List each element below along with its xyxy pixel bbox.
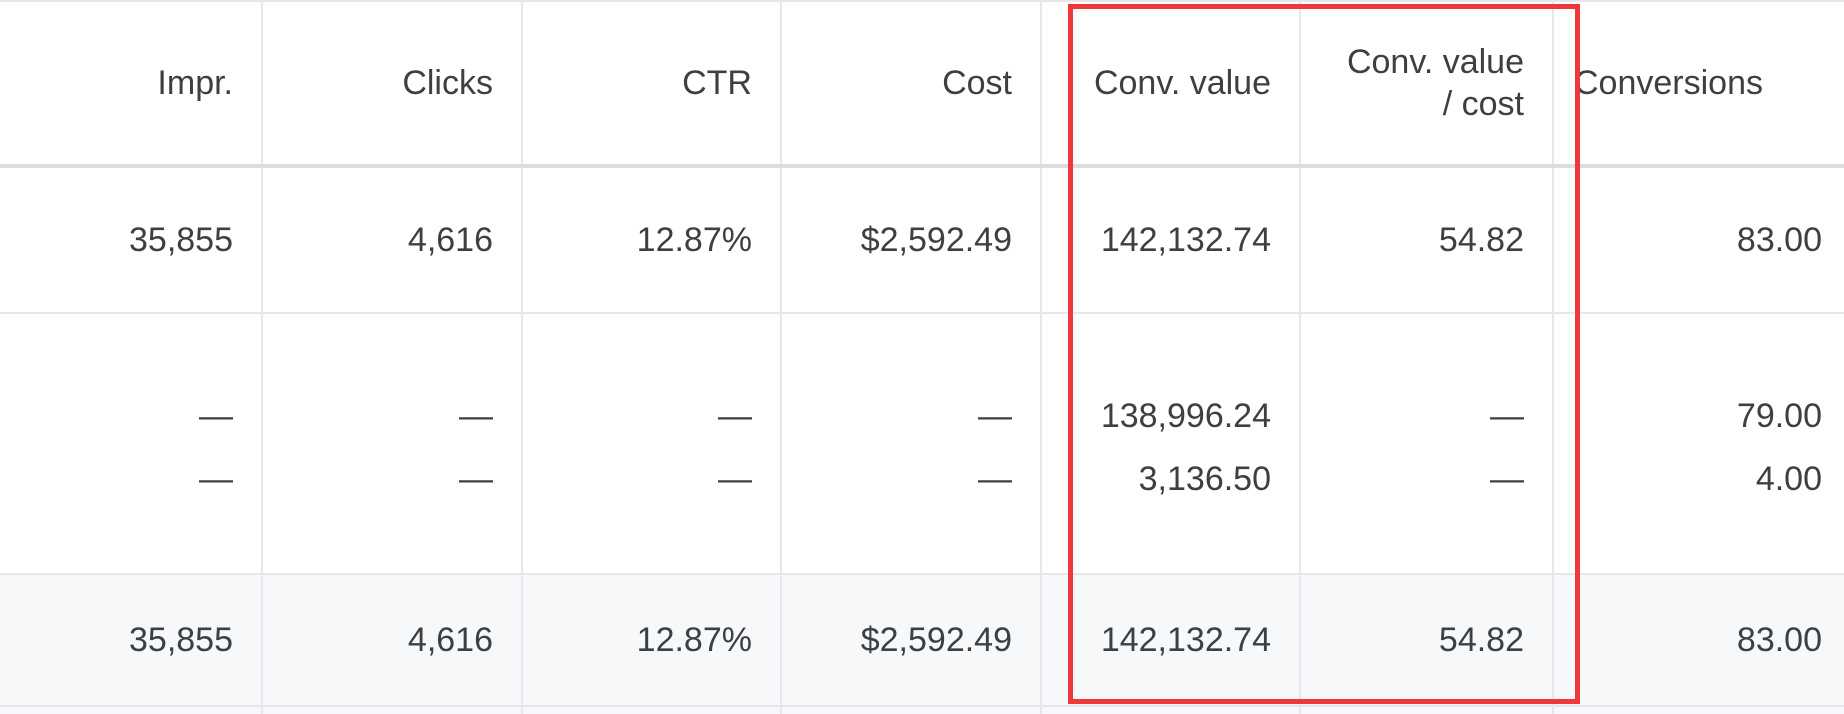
cell-conv-value-per-cost: 54.82 [1300,166,1554,314]
table-row: — — — — 3,136.50 — 4.00 [0,444,1844,575]
cell-ctr: 12.87% [522,574,782,707]
cell-conversions: 83.00 [1553,574,1844,707]
empty-cell [1041,706,1301,714]
empty-cell [1553,706,1844,714]
cell-ctr: — [522,444,782,575]
cell-impr: 35,855 [0,166,263,314]
cell-cost: — [781,313,1042,444]
cell-conv-value: 138,996.24 [1041,313,1301,444]
cell-conversions: 83.00 [1553,166,1844,314]
column-header-ctr[interactable]: CTR [522,0,782,168]
cell-impr: — [0,444,263,575]
column-header-conv-value[interactable]: Conv. value [1041,0,1301,168]
cell-ctr: 12.87% [522,166,782,314]
cell-clicks: — [262,444,523,575]
column-header-impr[interactable]: Impr. [0,0,263,168]
cell-conv-value-per-cost: — [1300,444,1554,575]
cell-impr: 35,855 [0,574,263,707]
table-row: 35,855 4,616 12.87% $2,592.49 142,132.74… [0,166,1844,314]
cell-cost: — [781,444,1042,575]
cell-conv-value: 142,132.74 [1041,574,1301,707]
cell-conversions: 79.00 [1736,397,1822,435]
empty-cell [1300,706,1554,714]
header-row: Impr. Clicks CTR Cost Conv. value Conv. … [0,0,1844,168]
header-line-1: Conv. value [1346,43,1524,81]
cell-cost: $2,592.49 [781,574,1042,707]
column-header-conv-value-per-cost[interactable]: Conv. value / cost [1300,0,1554,168]
cell-cost: $2,592.49 [781,166,1042,314]
table-row: — — — — 138,996.24 — 79.00 [0,313,1844,444]
cell-conv-value: 3,136.50 [1041,444,1301,575]
cell-clicks: 4,616 [262,166,523,314]
cell-conv-value: 142,132.74 [1041,166,1301,314]
empty-cell [0,706,263,714]
column-header-cost[interactable]: Cost [781,0,1042,168]
column-header-clicks[interactable]: Clicks [262,0,523,168]
cell-conv-value-per-cost: 54.82 [1300,574,1554,707]
cell-clicks: — [262,313,523,444]
empty-cell [262,706,523,714]
empty-cell [781,706,1042,714]
cell-clicks: 4,616 [262,574,523,707]
cell-conv-value-per-cost: — [1300,313,1554,444]
table-row-partial [0,706,1844,714]
column-header-conversions[interactable]: Conversions [1553,0,1844,168]
empty-cell [522,706,782,714]
cell-impr: — [0,313,263,444]
header-line-2: / cost [1442,85,1524,123]
cell-ctr: — [522,313,782,444]
cell-conversions: 4.00 [1553,444,1844,575]
total-row: 35,855 4,616 12.87% $2,592.49 142,132.74… [0,574,1844,707]
